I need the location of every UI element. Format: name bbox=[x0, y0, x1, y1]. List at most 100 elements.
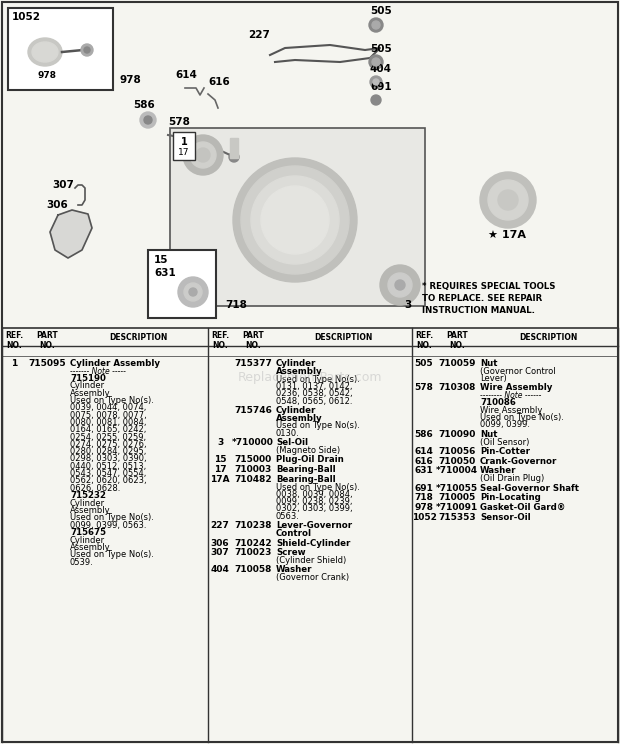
Text: 1: 1 bbox=[11, 359, 17, 368]
Ellipse shape bbox=[32, 42, 58, 62]
Text: 0130.: 0130. bbox=[276, 429, 299, 437]
Text: -------- Note ------: -------- Note ------ bbox=[480, 391, 541, 400]
Text: 710308: 710308 bbox=[438, 383, 476, 392]
Text: Cylinder: Cylinder bbox=[70, 382, 105, 391]
Circle shape bbox=[183, 135, 223, 175]
Bar bbox=[230, 138, 238, 158]
Text: 710003: 710003 bbox=[234, 465, 272, 474]
Text: (Cylinder Shield): (Cylinder Shield) bbox=[276, 557, 346, 565]
Text: 691: 691 bbox=[415, 484, 433, 493]
Text: 227: 227 bbox=[248, 30, 270, 40]
Circle shape bbox=[144, 116, 152, 124]
Text: Pin-Locating: Pin-Locating bbox=[480, 493, 541, 502]
Text: Nut: Nut bbox=[480, 430, 497, 439]
Text: Assembly: Assembly bbox=[276, 367, 322, 376]
Text: Cylinder: Cylinder bbox=[70, 498, 105, 507]
Text: 710005: 710005 bbox=[438, 493, 476, 502]
Text: 718: 718 bbox=[225, 300, 247, 310]
Text: 715353: 715353 bbox=[438, 513, 476, 522]
Ellipse shape bbox=[28, 38, 62, 66]
Circle shape bbox=[480, 172, 536, 228]
Text: 715095: 715095 bbox=[28, 359, 66, 368]
Text: 505: 505 bbox=[370, 6, 392, 16]
Circle shape bbox=[372, 21, 380, 29]
Circle shape bbox=[372, 58, 380, 66]
Text: 715377: 715377 bbox=[234, 359, 272, 368]
Circle shape bbox=[196, 148, 210, 162]
Text: 0280, 0284, 0295,: 0280, 0284, 0295, bbox=[70, 447, 146, 456]
Text: 586: 586 bbox=[415, 430, 433, 439]
Text: Used on Type No(s).: Used on Type No(s). bbox=[70, 551, 154, 559]
Text: Control: Control bbox=[276, 529, 312, 538]
Text: Assembly: Assembly bbox=[70, 506, 110, 515]
Text: 15: 15 bbox=[214, 455, 226, 464]
Text: Cylinder: Cylinder bbox=[70, 536, 105, 545]
Text: 0563.: 0563. bbox=[276, 512, 300, 521]
Text: 15: 15 bbox=[154, 255, 169, 265]
Text: Assembly: Assembly bbox=[276, 414, 322, 423]
Circle shape bbox=[371, 95, 381, 105]
Circle shape bbox=[261, 186, 329, 254]
Text: Used on Type No(s).: Used on Type No(s). bbox=[70, 396, 154, 405]
Text: 306: 306 bbox=[46, 200, 68, 210]
Circle shape bbox=[370, 76, 382, 88]
Text: 307: 307 bbox=[211, 548, 229, 557]
Bar bbox=[180, 138, 188, 158]
Circle shape bbox=[189, 288, 197, 296]
Circle shape bbox=[369, 55, 383, 69]
Text: 710238: 710238 bbox=[234, 521, 272, 530]
Text: 1: 1 bbox=[180, 137, 187, 147]
Text: 0254, 0255, 0259,: 0254, 0255, 0259, bbox=[70, 432, 146, 441]
Text: 586: 586 bbox=[133, 100, 155, 110]
Text: PART
NO.: PART NO. bbox=[36, 331, 58, 350]
Text: 578: 578 bbox=[415, 383, 433, 392]
Circle shape bbox=[241, 166, 349, 274]
Text: 3: 3 bbox=[404, 300, 412, 310]
Text: 715190: 715190 bbox=[70, 373, 106, 382]
Text: 710056: 710056 bbox=[438, 447, 476, 456]
Text: 0298, 0303, 0390,: 0298, 0303, 0390, bbox=[70, 455, 146, 464]
Text: Washer: Washer bbox=[480, 466, 516, 475]
Text: 0099, 0399, 0563.: 0099, 0399, 0563. bbox=[70, 521, 146, 530]
Text: Cylinder Assembly: Cylinder Assembly bbox=[70, 359, 160, 368]
Circle shape bbox=[178, 277, 208, 307]
Text: Nut: Nut bbox=[480, 359, 497, 368]
Text: 978: 978 bbox=[119, 75, 141, 85]
Text: 710090: 710090 bbox=[438, 430, 476, 439]
Text: DESCRIPTION: DESCRIPTION bbox=[519, 333, 577, 342]
Bar bbox=[205, 138, 213, 158]
Text: Crank-Governor: Crank-Governor bbox=[480, 457, 557, 466]
Bar bbox=[8, 8, 113, 90]
Text: 17: 17 bbox=[179, 148, 190, 157]
Text: 631: 631 bbox=[154, 268, 175, 278]
Text: 614: 614 bbox=[175, 70, 197, 80]
Text: 307: 307 bbox=[52, 180, 74, 190]
Text: REF.
NO.: REF. NO. bbox=[415, 331, 433, 350]
Text: Plug-Oil Drain: Plug-Oil Drain bbox=[276, 455, 343, 464]
Text: 17: 17 bbox=[214, 465, 226, 474]
Text: 1052: 1052 bbox=[412, 513, 436, 522]
Text: 0302, 0303, 0399,: 0302, 0303, 0399, bbox=[276, 504, 353, 513]
Text: Used on Type No(s).: Used on Type No(s). bbox=[480, 413, 564, 422]
Text: 978: 978 bbox=[37, 71, 56, 80]
Circle shape bbox=[84, 47, 90, 53]
Text: 616: 616 bbox=[208, 77, 230, 87]
Text: PART
NO.: PART NO. bbox=[446, 331, 468, 350]
Text: ------- Note -----: ------- Note ----- bbox=[70, 367, 126, 376]
Circle shape bbox=[233, 158, 357, 282]
Text: Wire Assembly: Wire Assembly bbox=[480, 383, 552, 392]
Text: 0131, 0137, 0142,: 0131, 0137, 0142, bbox=[276, 382, 353, 391]
Text: Gasket-Oil Gard®: Gasket-Oil Gard® bbox=[480, 503, 565, 512]
Text: 616: 616 bbox=[415, 457, 433, 466]
Circle shape bbox=[81, 44, 93, 56]
Text: Assembly: Assembly bbox=[70, 543, 110, 552]
Text: 0236, 0538, 0542,: 0236, 0538, 0542, bbox=[276, 389, 353, 398]
Bar bbox=[170, 128, 425, 306]
Text: 0039, 0044, 0074,: 0039, 0044, 0074, bbox=[70, 403, 146, 412]
Circle shape bbox=[498, 190, 518, 210]
Text: Bearing-Ball: Bearing-Ball bbox=[276, 465, 335, 474]
Text: 0099, 0399.: 0099, 0399. bbox=[480, 420, 530, 429]
Circle shape bbox=[229, 152, 239, 162]
Text: 0080, 0081, 0084,: 0080, 0081, 0084, bbox=[70, 418, 146, 427]
Circle shape bbox=[373, 79, 379, 85]
